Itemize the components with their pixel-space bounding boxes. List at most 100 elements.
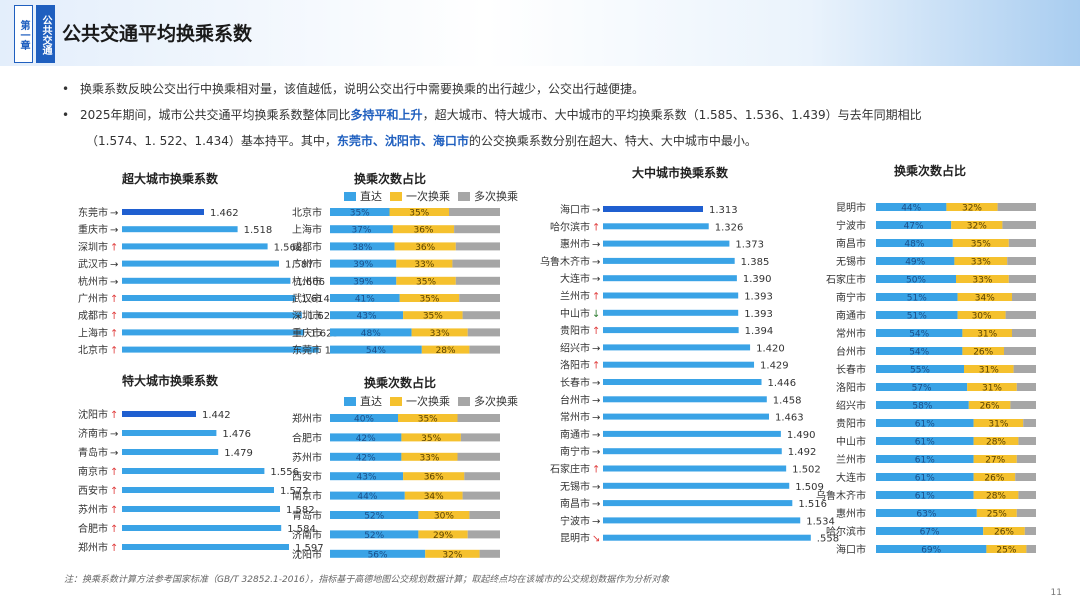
segment-label: 49% bbox=[905, 258, 925, 268]
segment-label: 52% bbox=[364, 512, 384, 522]
stack-segment-multi bbox=[462, 491, 500, 500]
category-label: 重庆市 bbox=[292, 326, 322, 339]
stack-segment-direct bbox=[876, 455, 974, 463]
stack-segment-one bbox=[396, 259, 453, 268]
segment-label: 54% bbox=[909, 348, 929, 358]
category-label: 常州市 bbox=[560, 411, 590, 424]
bar bbox=[603, 379, 762, 385]
data-label: 1.584 bbox=[287, 524, 316, 535]
section-badge: 公共交通 bbox=[36, 5, 55, 63]
stack-segment-multi bbox=[1008, 239, 1036, 247]
trend-icon: → bbox=[592, 447, 600, 458]
bar bbox=[122, 209, 204, 215]
segment-label: 48% bbox=[361, 329, 381, 339]
stack-segment-multi bbox=[1008, 275, 1036, 283]
segment-label: 32% bbox=[967, 222, 987, 232]
category-label: 深圳市 bbox=[78, 240, 108, 253]
segment-label: 29% bbox=[433, 531, 453, 541]
bar bbox=[603, 344, 751, 351]
mega-coef-title: 超大城市换乘系数 bbox=[121, 172, 218, 186]
category-label: 贵阳市 bbox=[560, 324, 590, 337]
category-label: 昆明市 bbox=[836, 201, 866, 214]
segment-label: 32% bbox=[962, 204, 982, 214]
data-label: 1.572 bbox=[280, 486, 309, 497]
category-label: 惠州市 bbox=[836, 507, 866, 520]
mid-coef-title: 大中城市换乘系数 bbox=[631, 166, 728, 180]
stack-segment-multi bbox=[1013, 365, 1036, 373]
bullet-3-text: （1.574、1. 522、1.434）基本持平。其中， bbox=[86, 134, 337, 148]
stack-segment-multi bbox=[457, 414, 500, 422]
trend-icon: → bbox=[592, 274, 600, 285]
data-label: 1.625 bbox=[308, 311, 337, 322]
segment-label: 31% bbox=[979, 366, 999, 376]
stack-segment-one bbox=[951, 221, 1003, 229]
category-label: 石家庄市 bbox=[550, 463, 590, 476]
bar bbox=[122, 506, 280, 512]
stack-segment-one bbox=[983, 527, 1025, 535]
segment-label: 27% bbox=[985, 456, 1005, 466]
bullet-2-continued: （1.574、1. 522、1.434）基本持平。其中，东莞市、沈阳市、海口市的… bbox=[58, 128, 1058, 154]
category-label: 上海市 bbox=[78, 326, 108, 339]
bar bbox=[603, 240, 730, 247]
stack-segment-direct bbox=[876, 365, 964, 373]
bar bbox=[603, 534, 811, 541]
trend-icon: ↑ bbox=[592, 326, 600, 337]
data-label: 1.568 bbox=[274, 242, 303, 253]
category-label: 武汉市 bbox=[78, 258, 108, 271]
bar bbox=[122, 346, 319, 353]
stack-segment-one bbox=[956, 275, 1009, 283]
segment-label: 38% bbox=[352, 243, 372, 253]
data-label: 1.313 bbox=[709, 205, 738, 216]
stack-segment-one bbox=[404, 491, 463, 500]
segment-label: 28% bbox=[986, 492, 1006, 502]
segment-label: 43% bbox=[357, 312, 377, 322]
segment-label: 35% bbox=[416, 277, 436, 287]
stack-segment-direct bbox=[876, 293, 958, 301]
segment-label: 25% bbox=[996, 546, 1016, 556]
stack-segment-one bbox=[973, 491, 1019, 499]
stack-segment-one bbox=[425, 549, 480, 558]
category-label: 合肥市 bbox=[78, 522, 108, 535]
stack-segment-direct bbox=[330, 472, 404, 481]
segment-label: 54% bbox=[909, 330, 929, 340]
data-label: 1.393 bbox=[744, 292, 773, 303]
stack-segment-direct bbox=[876, 473, 974, 481]
segment-label: 26% bbox=[973, 348, 993, 358]
stack-segment-multi bbox=[1004, 347, 1036, 355]
footnote: 注：换乘系数计算方法参考国家标准（GB/T 32852.1-2016），指标基于… bbox=[64, 575, 670, 585]
category-label: 苏州市 bbox=[78, 503, 108, 516]
category-label: 绍兴市 bbox=[560, 341, 590, 354]
category-label: 宁波市 bbox=[560, 514, 590, 527]
category-label: 北京市 bbox=[78, 344, 108, 357]
stack-segment-multi bbox=[449, 208, 500, 216]
stack-segment-one bbox=[962, 347, 1004, 355]
stack-segment-one bbox=[976, 509, 1017, 517]
trend-icon: → bbox=[592, 413, 600, 424]
segment-label: 31% bbox=[988, 420, 1008, 430]
trend-icon: → bbox=[592, 240, 600, 251]
bullet-3-highlight: 东莞市、沈阳市、海口市 bbox=[336, 134, 469, 148]
segment-label: 54% bbox=[366, 346, 386, 356]
stack-segment-one bbox=[418, 511, 470, 519]
stack-segment-one bbox=[967, 383, 1017, 391]
bar bbox=[122, 226, 238, 233]
bar bbox=[122, 411, 196, 417]
segment-label: 36% bbox=[415, 243, 435, 253]
trend-icon: → bbox=[110, 208, 118, 219]
segment-label: 40% bbox=[354, 415, 374, 425]
category-label: 乌鲁木齐市 bbox=[540, 255, 590, 268]
bar bbox=[603, 327, 739, 334]
category-label: 广州市 bbox=[78, 292, 108, 305]
legend-one-swatch bbox=[390, 396, 402, 406]
category-label: 深圳市 bbox=[292, 309, 322, 322]
stack-segment-one bbox=[973, 455, 1017, 463]
category-label: 绍兴市 bbox=[836, 399, 866, 412]
bullet-2-highlight: 多持平和上升 bbox=[350, 108, 423, 122]
trend-icon: → bbox=[110, 448, 118, 459]
segment-label: 39% bbox=[353, 260, 373, 270]
stack-segment-one bbox=[954, 257, 1008, 265]
segment-label: 58% bbox=[912, 402, 932, 412]
category-label: 杭州市 bbox=[78, 275, 108, 288]
stack-segment-direct bbox=[330, 433, 402, 442]
trend-icon: ↑ bbox=[110, 328, 118, 339]
